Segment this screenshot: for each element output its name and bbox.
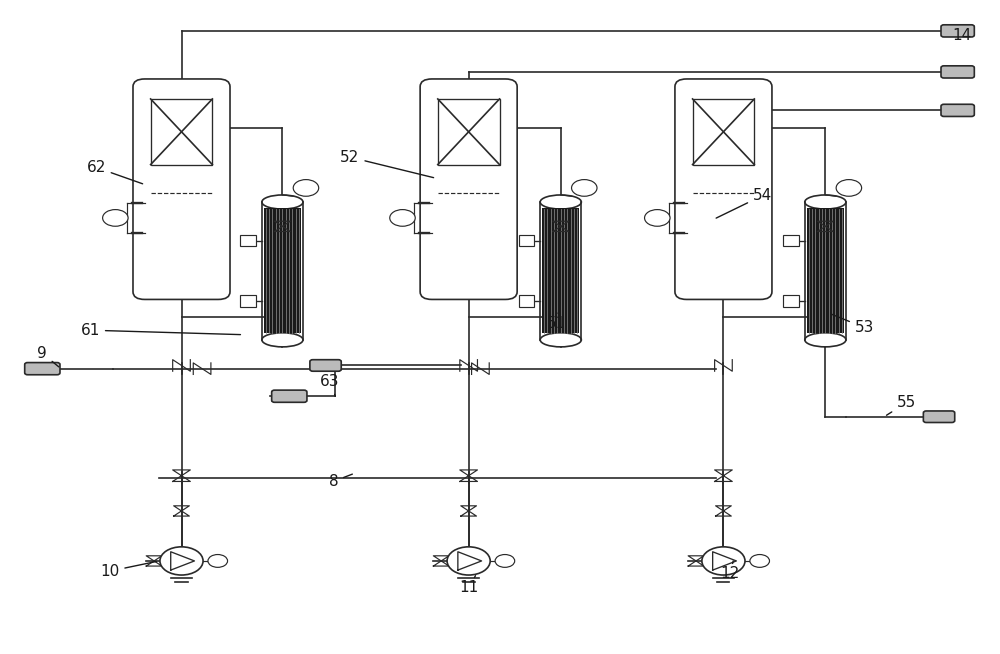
Circle shape bbox=[293, 180, 319, 196]
Ellipse shape bbox=[805, 195, 846, 209]
Text: 61: 61 bbox=[81, 322, 240, 337]
Text: 54: 54 bbox=[716, 188, 772, 218]
Text: 63: 63 bbox=[320, 374, 339, 396]
Circle shape bbox=[645, 209, 670, 226]
Text: 10: 10 bbox=[100, 562, 156, 579]
FancyBboxPatch shape bbox=[923, 411, 955, 422]
Text: 52: 52 bbox=[340, 150, 434, 178]
Text: 53: 53 bbox=[831, 314, 874, 335]
Circle shape bbox=[208, 555, 228, 567]
Bar bbox=[693, 99, 754, 165]
FancyBboxPatch shape bbox=[941, 25, 974, 37]
Text: 55: 55 bbox=[887, 395, 916, 415]
FancyBboxPatch shape bbox=[272, 390, 307, 402]
FancyBboxPatch shape bbox=[420, 79, 517, 300]
Bar bbox=[783, 235, 799, 247]
Text: 8: 8 bbox=[328, 474, 352, 489]
Text: 14: 14 bbox=[953, 28, 972, 43]
Bar bbox=[240, 296, 256, 307]
Bar bbox=[807, 209, 844, 334]
FancyBboxPatch shape bbox=[941, 104, 974, 116]
Circle shape bbox=[495, 555, 515, 567]
Bar bbox=[693, 99, 754, 165]
Ellipse shape bbox=[540, 333, 581, 347]
Bar bbox=[151, 99, 212, 165]
Ellipse shape bbox=[540, 195, 581, 209]
Circle shape bbox=[750, 555, 770, 567]
Circle shape bbox=[447, 547, 490, 575]
Text: 12: 12 bbox=[720, 561, 740, 581]
Circle shape bbox=[103, 209, 128, 226]
Ellipse shape bbox=[805, 333, 846, 347]
Ellipse shape bbox=[262, 195, 303, 209]
Text: 11: 11 bbox=[459, 576, 478, 595]
FancyBboxPatch shape bbox=[133, 79, 230, 300]
Bar bbox=[438, 99, 500, 165]
Circle shape bbox=[836, 180, 862, 196]
Text: 62: 62 bbox=[86, 160, 143, 184]
FancyBboxPatch shape bbox=[25, 362, 60, 375]
Ellipse shape bbox=[262, 333, 303, 347]
Bar bbox=[438, 99, 500, 165]
FancyBboxPatch shape bbox=[941, 66, 974, 78]
Bar bbox=[264, 209, 301, 334]
Circle shape bbox=[390, 209, 415, 226]
FancyBboxPatch shape bbox=[310, 360, 341, 371]
Circle shape bbox=[160, 547, 203, 575]
Bar bbox=[151, 99, 212, 165]
Circle shape bbox=[702, 547, 745, 575]
Bar bbox=[240, 235, 256, 247]
Text: 9: 9 bbox=[37, 346, 59, 367]
FancyBboxPatch shape bbox=[675, 79, 772, 300]
Text: 51: 51 bbox=[547, 313, 566, 332]
Bar bbox=[542, 209, 579, 334]
Bar bbox=[519, 235, 534, 247]
Circle shape bbox=[572, 180, 597, 196]
Bar bbox=[783, 296, 799, 307]
Bar bbox=[519, 296, 534, 307]
